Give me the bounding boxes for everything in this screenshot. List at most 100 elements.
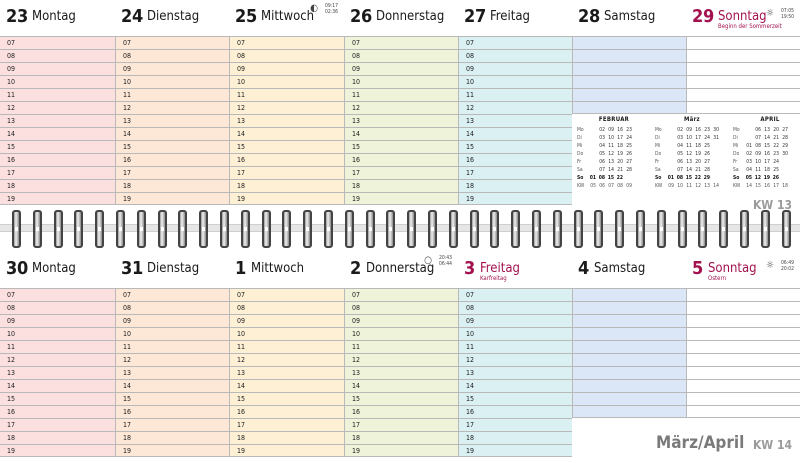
hour-slot[interactable]: 11 (0, 340, 115, 353)
hour-slot[interactable]: 13 (459, 366, 572, 379)
hour-slot[interactable]: 08 (116, 301, 229, 314)
hour-slot[interactable]: 18 (230, 179, 344, 192)
hour-slot[interactable]: 17 (459, 166, 572, 179)
hour-slot[interactable]: 14 (0, 127, 115, 140)
hour-slot[interactable]: 12 (230, 353, 344, 366)
hour-slot[interactable]: 19 (459, 444, 572, 457)
hour-slot[interactable]: 12 (116, 101, 229, 114)
hour-slot[interactable]: 10 (230, 327, 344, 340)
hour-slot[interactable]: 16 (0, 153, 115, 166)
hour-slot[interactable] (687, 36, 800, 49)
hour-slot[interactable]: 10 (0, 327, 115, 340)
hour-slot[interactable] (573, 327, 686, 340)
hour-slot[interactable]: 19 (0, 192, 115, 205)
hour-slot[interactable] (687, 288, 800, 301)
hour-slot[interactable]: 15 (0, 140, 115, 153)
hour-slot[interactable]: 11 (345, 340, 458, 353)
hour-slot[interactable] (573, 366, 686, 379)
hour-slot[interactable] (573, 36, 686, 49)
hour-slot[interactable]: 10 (116, 327, 229, 340)
hour-slot[interactable]: 11 (230, 88, 344, 101)
hour-slot[interactable]: 17 (459, 418, 572, 431)
hour-slot[interactable]: 07 (345, 288, 458, 301)
hour-slot[interactable]: 19 (459, 192, 572, 205)
hour-slot[interactable] (687, 340, 800, 353)
hour-slot[interactable]: 08 (230, 301, 344, 314)
hour-slot[interactable]: 14 (345, 127, 458, 140)
hour-slot[interactable]: 09 (345, 62, 458, 75)
hour-slot[interactable]: 13 (0, 366, 115, 379)
hour-slot[interactable]: 09 (459, 62, 572, 75)
hour-slot[interactable]: 12 (230, 101, 344, 114)
hour-slot[interactable]: 11 (345, 88, 458, 101)
hour-slot[interactable]: 07 (459, 288, 572, 301)
hour-slot[interactable]: 18 (0, 431, 115, 444)
hour-slot[interactable]: 14 (116, 379, 229, 392)
hour-slot[interactable]: 13 (230, 114, 344, 127)
hour-slot[interactable]: 17 (116, 418, 229, 431)
hour-slot[interactable]: 09 (0, 62, 115, 75)
hour-slot[interactable]: 11 (116, 340, 229, 353)
hour-slot[interactable] (573, 340, 686, 353)
hour-slot[interactable]: 13 (345, 114, 458, 127)
hour-slot[interactable]: 15 (116, 140, 229, 153)
hour-slot[interactable] (687, 314, 800, 327)
hour-slot[interactable]: 15 (0, 392, 115, 405)
hour-slot[interactable]: 10 (230, 75, 344, 88)
hour-slot[interactable]: 14 (230, 127, 344, 140)
hour-slot[interactable] (573, 392, 686, 405)
hour-slot[interactable]: 11 (116, 88, 229, 101)
hour-slot[interactable]: 14 (459, 379, 572, 392)
hour-slot[interactable] (687, 379, 800, 392)
hour-slot[interactable] (573, 75, 686, 88)
hour-slot[interactable]: 18 (230, 431, 344, 444)
hour-slot[interactable]: 13 (116, 114, 229, 127)
hour-slot[interactable]: 13 (230, 366, 344, 379)
hour-slot[interactable]: 16 (345, 153, 458, 166)
hour-slot[interactable]: 10 (459, 327, 572, 340)
hour-slot[interactable]: 13 (345, 366, 458, 379)
hour-slot[interactable]: 16 (459, 405, 572, 418)
hour-slot[interactable]: 09 (459, 314, 572, 327)
hour-slot[interactable] (573, 62, 686, 75)
hour-slot[interactable] (573, 353, 686, 366)
hour-slot[interactable]: 10 (0, 75, 115, 88)
hour-slot[interactable]: 11 (0, 88, 115, 101)
hour-slot[interactable]: 08 (345, 301, 458, 314)
hour-slot[interactable]: 14 (345, 379, 458, 392)
hour-slot[interactable]: 13 (0, 114, 115, 127)
hour-slot[interactable]: 07 (0, 36, 115, 49)
hour-slot[interactable] (687, 301, 800, 314)
hour-slot[interactable]: 17 (345, 166, 458, 179)
hour-slot[interactable]: 16 (0, 405, 115, 418)
hour-slot[interactable]: 08 (459, 49, 572, 62)
hour-slot[interactable]: 15 (459, 140, 572, 153)
hour-slot[interactable] (687, 88, 800, 101)
hour-slot[interactable] (687, 49, 800, 62)
hour-slot[interactable]: 09 (116, 314, 229, 327)
hour-slot[interactable]: 12 (345, 353, 458, 366)
hour-slot[interactable]: 17 (116, 166, 229, 179)
hour-slot[interactable] (573, 88, 686, 101)
hour-slot[interactable]: 19 (116, 192, 229, 205)
hour-slot[interactable]: 09 (0, 314, 115, 327)
hour-slot[interactable] (687, 101, 800, 114)
hour-slot[interactable]: 19 (345, 192, 458, 205)
hour-slot[interactable]: 07 (345, 36, 458, 49)
hour-slot[interactable]: 11 (459, 340, 572, 353)
hour-slot[interactable]: 15 (459, 392, 572, 405)
hour-slot[interactable]: 08 (230, 49, 344, 62)
hour-slot[interactable]: 18 (0, 179, 115, 192)
hour-slot[interactable] (687, 75, 800, 88)
hour-slot[interactable]: 09 (230, 62, 344, 75)
hour-slot[interactable]: 07 (230, 36, 344, 49)
hour-slot[interactable]: 18 (116, 179, 229, 192)
hour-slot[interactable] (573, 301, 686, 314)
hour-slot[interactable]: 16 (459, 153, 572, 166)
hour-slot[interactable] (573, 314, 686, 327)
hour-slot[interactable]: 07 (230, 288, 344, 301)
hour-slot[interactable]: 07 (0, 288, 115, 301)
hour-slot[interactable]: 15 (230, 392, 344, 405)
hour-slot[interactable]: 12 (0, 101, 115, 114)
hour-slot[interactable] (573, 101, 686, 114)
